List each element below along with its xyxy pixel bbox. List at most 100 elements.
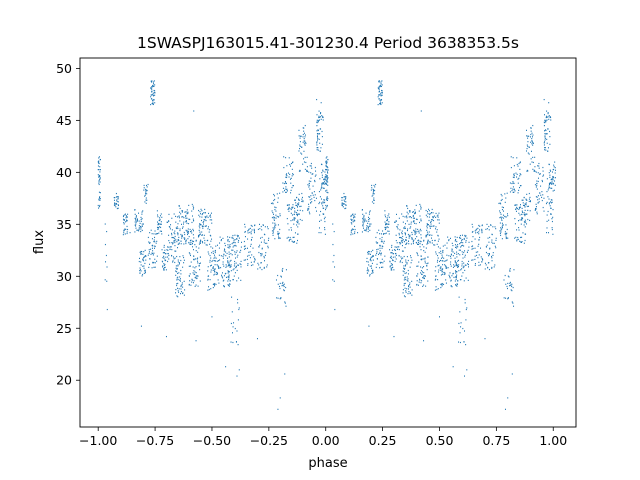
data-point [507, 237, 509, 239]
data-point [152, 85, 154, 87]
data-point [153, 89, 155, 92]
data-point [292, 236, 294, 239]
data-point [485, 228, 487, 231]
data-point [291, 207, 293, 209]
data-point [163, 264, 165, 266]
data-point [427, 262, 429, 264]
data-point [464, 254, 466, 256]
data-point [465, 344, 467, 346]
data-point [173, 213, 175, 215]
data-point [517, 220, 519, 222]
data-point [105, 254, 107, 257]
data-point [158, 222, 160, 225]
data-point [240, 266, 242, 268]
data-point [511, 285, 513, 288]
data-point [414, 213, 416, 215]
data-point [303, 127, 305, 129]
data-point [181, 235, 183, 237]
data-point [474, 238, 476, 240]
data-point [232, 279, 234, 281]
data-point [180, 273, 182, 275]
data-point [500, 227, 502, 229]
data-point [396, 226, 398, 228]
data-point [298, 129, 300, 131]
data-point [184, 289, 186, 291]
data-point [405, 264, 407, 266]
data-point [180, 290, 182, 293]
data-point [149, 263, 151, 265]
data-point [429, 213, 431, 216]
data-point [227, 236, 229, 238]
data-point [175, 265, 177, 267]
data-point [308, 171, 310, 173]
data-point [381, 84, 383, 86]
data-point [170, 246, 172, 248]
data-point [151, 102, 153, 105]
data-point [539, 192, 541, 194]
data-point [171, 241, 173, 244]
data-point [223, 254, 225, 256]
data-point [352, 213, 354, 215]
data-point [114, 203, 116, 205]
data-point [168, 246, 170, 248]
data-point [426, 263, 428, 265]
data-point [424, 258, 426, 260]
data-point [127, 228, 129, 231]
data-point [544, 122, 546, 124]
data-point [423, 240, 425, 242]
data-point [314, 179, 316, 182]
data-point [222, 255, 224, 257]
data-point [144, 270, 146, 273]
data-point [115, 202, 117, 205]
data-point [456, 256, 458, 258]
data-point [518, 227, 520, 229]
data-point [368, 251, 370, 253]
data-point [428, 208, 430, 210]
data-point [171, 234, 173, 236]
x-tick-label: 0.25 [369, 433, 397, 448]
data-point [141, 251, 143, 253]
data-point [326, 196, 328, 198]
data-point [98, 182, 100, 184]
data-point [450, 279, 452, 281]
data-point [183, 262, 185, 264]
data-point [405, 239, 407, 241]
data-point [418, 243, 419, 246]
x-tick-label: 0.75 [482, 433, 510, 448]
data-point [419, 242, 421, 245]
data-point [517, 182, 519, 184]
data-point [365, 230, 367, 232]
data-point [325, 199, 327, 201]
data-point [183, 243, 185, 245]
data-point [404, 226, 406, 228]
data-point [165, 253, 167, 255]
data-point [147, 236, 149, 239]
data-point [197, 262, 199, 264]
data-point [417, 230, 419, 233]
data-point [189, 265, 191, 267]
data-point [311, 198, 313, 200]
data-point [549, 116, 551, 118]
data-point [354, 213, 356, 215]
data-point [151, 86, 153, 88]
data-point [388, 216, 390, 218]
data-point [190, 239, 192, 241]
data-point [394, 246, 396, 248]
data-point [261, 248, 263, 250]
data-point [488, 255, 490, 257]
data-point [527, 141, 529, 143]
data-point [319, 178, 321, 180]
data-point [459, 249, 461, 251]
data-point [435, 266, 437, 268]
data-point [517, 236, 519, 239]
data-point [408, 223, 410, 225]
data-point [460, 241, 462, 243]
data-point [481, 224, 483, 227]
data-point [551, 218, 553, 220]
data-point [168, 258, 170, 260]
data-point [461, 275, 463, 277]
data-point [163, 257, 165, 259]
data-point [476, 231, 478, 234]
data-point [177, 278, 179, 281]
data-point [504, 231, 506, 233]
